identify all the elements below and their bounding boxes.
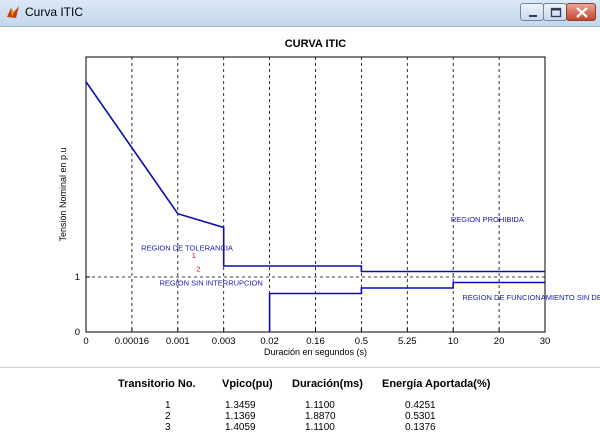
x-tick-label: 10 <box>448 336 459 347</box>
region-label: REGION SIN INTERRUPCION <box>159 278 262 287</box>
close-button[interactable] <box>566 3 596 21</box>
minimize-button[interactable] <box>520 3 544 21</box>
figure-area: CURVA ITIC 0 0.00016 0.001 0.003 0.02 0.16 0.5 5… <box>0 27 600 446</box>
header-duracion: Duración(ms) <box>292 378 363 390</box>
x-tick-label: 5.25 <box>398 336 417 347</box>
itic-chart: CURVA ITIC 0 0.00016 0.001 0.003 0.02 0.16 0.5 5… <box>58 38 600 357</box>
table-cell: 0.5301 <box>405 411 436 422</box>
table-cell: 1.1369 <box>225 411 256 422</box>
table-cell: 2 <box>165 411 171 422</box>
y-tick-label: 1 <box>75 272 80 283</box>
x-axis-label: Duración en segundos (s) <box>264 347 367 357</box>
y-axis-label: Tensión Nominal en p.u <box>58 147 68 241</box>
maximize-icon <box>550 7 562 18</box>
transient-point: 2 <box>197 267 201 274</box>
x-tick-label: 0.02 <box>260 336 279 347</box>
table-cell: 1.8870 <box>305 411 336 422</box>
chart-title: CURVA ITIC <box>285 38 347 50</box>
lower-limit-curve <box>268 281 545 332</box>
x-tick-label: 20 <box>494 336 505 347</box>
header-energia: Energía Aportada(%) <box>382 378 491 390</box>
window-title: Curva ITIC <box>25 5 84 19</box>
x-tick-label: 0.16 <box>306 336 325 347</box>
x-tick-label: 0 <box>83 336 88 347</box>
x-tick-label: 0.003 <box>212 336 236 347</box>
maximize-button[interactable] <box>543 3 567 21</box>
x-tick-label: 0.5 <box>355 336 368 347</box>
header-vpico: Vpico(pu) <box>222 378 273 390</box>
table-cell: 0.4251 <box>405 400 436 411</box>
minimize-icon <box>529 15 537 17</box>
results-panel: Transitorio No. Vpico(pu) Duración(ms) E… <box>0 367 600 446</box>
table-cell: 1 <box>165 400 171 411</box>
region-label: REGION DE FUNCIONAMIENTO SIN DETERIORO <box>462 293 600 302</box>
table-cell: 1.1100 <box>305 400 335 411</box>
x-tick-label: 30 <box>540 336 551 347</box>
y-tick-label: 0 <box>75 327 80 338</box>
table-cell: 1.1100 <box>305 422 335 433</box>
matlab-icon <box>7 6 19 18</box>
upper-limit-curve <box>85 81 545 273</box>
x-tick-label: 0.001 <box>166 336 190 347</box>
header-transitorio: Transitorio No. <box>118 378 196 390</box>
x-tick-label: 0.00016 <box>115 336 149 347</box>
title-bar[interactable]: Curva ITIC <box>0 0 600 27</box>
table-cell: 3 <box>165 422 171 433</box>
region-label: REGION PROHIBIDA <box>451 215 524 224</box>
table-cell: 1.4059 <box>225 422 256 433</box>
table-cell: 0.1376 <box>405 422 436 433</box>
plot-frame <box>85 56 546 333</box>
transient-point: 1 <box>192 253 196 260</box>
region-label: REGION DE TOLERANCIA <box>141 244 233 253</box>
close-icon <box>576 7 588 18</box>
table-cell: 1.3459 <box>225 400 256 411</box>
